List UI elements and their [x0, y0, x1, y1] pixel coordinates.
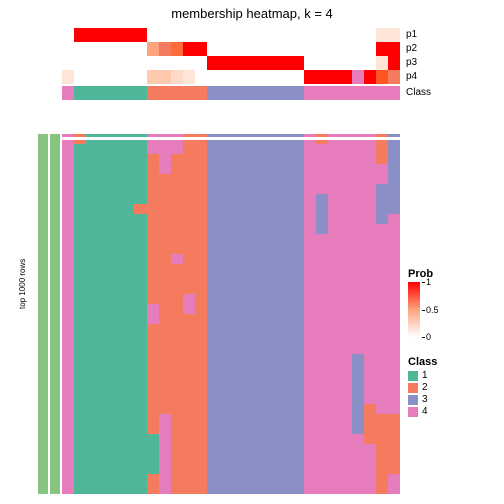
heatmap-body — [62, 134, 400, 494]
legend-class-swatch — [408, 371, 418, 381]
legend-class-label: 4 — [422, 406, 428, 417]
sidebar-rows — [50, 134, 60, 494]
legend-class-title: Class — [408, 356, 437, 368]
legend-class-item: 3 — [408, 394, 437, 405]
legend-class-label: 1 — [422, 370, 428, 381]
anno-label-p4: p4 — [406, 70, 417, 84]
anno-label-p1: p1 — [406, 28, 417, 42]
anno-row-p1 — [62, 28, 400, 42]
legend-class-item: 2 — [408, 382, 437, 393]
anno-label-class: Class — [406, 86, 431, 100]
anno-label-p3: p3 — [406, 56, 417, 70]
anno-row-class — [62, 86, 400, 100]
legend-class: Class 1234 — [408, 356, 437, 418]
side-label-rows: top 1000 rows — [18, 259, 27, 309]
sidebar-sampling — [38, 134, 48, 494]
legend-prob-tick: 1 — [426, 277, 431, 287]
anno-label-p2: p2 — [406, 42, 417, 56]
legend-class-swatch — [408, 383, 418, 393]
anno-row-p2 — [62, 42, 400, 56]
legend-prob-tick: 0.5 — [426, 305, 439, 315]
legend-prob-gradient: 10.50 — [408, 282, 420, 337]
anno-row-p3 — [62, 56, 400, 70]
plot-area: p1p2p3p4Class — [38, 28, 400, 496]
legend-class-label: 2 — [422, 382, 428, 393]
anno-row-p4 — [62, 70, 400, 84]
legend-prob-tick: 0 — [426, 332, 431, 342]
legend-class-swatch — [408, 407, 418, 417]
legend-class-swatch — [408, 395, 418, 405]
legend-prob: Prob 10.50 — [408, 268, 433, 337]
legend-class-item: 1 — [408, 370, 437, 381]
legend-class-label: 3 — [422, 394, 428, 405]
plot-title: membership heatmap, k = 4 — [0, 6, 504, 21]
legend-class-item: 4 — [408, 406, 437, 417]
